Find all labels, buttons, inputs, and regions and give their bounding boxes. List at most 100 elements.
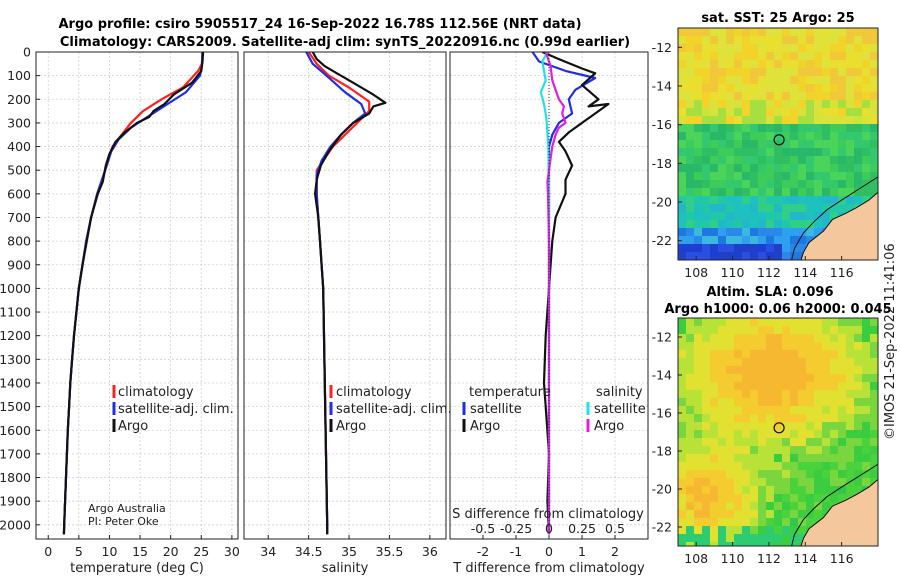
map-cell — [774, 430, 783, 439]
map-cell — [814, 68, 823, 77]
map-cell — [742, 60, 751, 69]
map-cell — [702, 318, 711, 327]
map-cell — [702, 494, 711, 503]
series-group — [305, 52, 387, 535]
map-cell — [686, 486, 695, 495]
map-cell — [766, 406, 775, 415]
map-cell — [806, 28, 815, 37]
map-cell — [854, 366, 863, 375]
map-cell — [750, 430, 759, 439]
map-cell — [854, 430, 863, 439]
map-cell — [790, 52, 799, 61]
map-cell — [870, 68, 878, 77]
map-cell — [750, 204, 759, 213]
map-cell — [686, 124, 695, 133]
sla-map-title: Altim. SLA: 0.096 — [707, 285, 834, 300]
map-cell — [806, 44, 815, 53]
map-cell — [710, 252, 719, 260]
map-cell — [710, 44, 719, 53]
map-cell — [702, 220, 711, 229]
map-cell — [854, 342, 863, 351]
map-cell — [822, 390, 831, 399]
map-cell — [814, 108, 823, 117]
map-cell — [790, 510, 799, 519]
map-cell — [822, 454, 831, 463]
map-cell — [694, 220, 703, 229]
map-cell — [710, 478, 719, 487]
map-cell — [718, 44, 727, 53]
map-cell — [830, 76, 839, 85]
map-cell — [758, 244, 767, 253]
map-cell — [798, 430, 807, 439]
map-cell — [742, 510, 751, 519]
map-cell — [798, 180, 807, 189]
map-cell — [798, 124, 807, 133]
map-cell — [678, 252, 687, 260]
map-cell — [702, 36, 711, 45]
salinity-legend: climatology satellite-adj. clim. Argo — [329, 385, 452, 434]
map-cell — [854, 60, 863, 69]
map-cell — [862, 374, 871, 383]
map-cell — [830, 374, 839, 383]
map-cell — [678, 84, 687, 93]
map-cell — [734, 100, 743, 109]
map-cell — [854, 68, 863, 77]
map-cell — [806, 438, 815, 447]
map-cell — [782, 148, 791, 157]
map-cell — [734, 526, 743, 535]
map-cell — [766, 398, 775, 407]
map-cell — [758, 406, 767, 415]
map-cell — [742, 502, 751, 511]
map-cell — [694, 454, 703, 463]
map-cell — [790, 526, 799, 535]
map-cell — [862, 60, 871, 69]
map-cell — [734, 156, 743, 165]
map-cell — [838, 318, 847, 327]
map-cell — [734, 326, 743, 335]
map-cell — [678, 422, 687, 431]
map-cell — [854, 422, 863, 431]
map-cell — [742, 366, 751, 375]
map-cell — [678, 470, 687, 479]
map-cell — [694, 406, 703, 415]
map-cell — [774, 60, 783, 69]
map-cell — [718, 430, 727, 439]
map-cell — [678, 180, 687, 189]
map-cell — [798, 406, 807, 415]
map-cell — [846, 28, 855, 37]
map-cell — [814, 220, 823, 229]
map-cell — [782, 446, 791, 455]
map-cell — [734, 92, 743, 101]
map-cell — [678, 382, 687, 391]
map-cell — [782, 196, 791, 205]
map-cell — [870, 454, 878, 463]
map-cell — [790, 100, 799, 109]
map-cell — [774, 52, 783, 61]
map-cell — [702, 438, 711, 447]
map-cell — [710, 36, 719, 45]
map-cell — [838, 148, 847, 157]
map-cell — [798, 196, 807, 205]
map-cell — [742, 252, 751, 260]
map-cell — [870, 446, 878, 455]
map-cell — [694, 526, 703, 535]
map-cell — [758, 92, 767, 101]
map-cell — [702, 28, 711, 37]
difference-legend: temperature satellite Argo salinity sate… — [462, 385, 646, 434]
map-cell — [798, 358, 807, 367]
y-tick-label: -14 — [652, 79, 672, 94]
map-cell — [838, 446, 847, 455]
map-cell — [734, 244, 743, 253]
map-cell — [686, 318, 695, 327]
map-cell — [758, 44, 767, 53]
map-cell — [854, 84, 863, 93]
map-cell — [830, 100, 839, 109]
map-cell — [742, 204, 751, 213]
map-cell — [782, 342, 791, 351]
map-cell — [726, 172, 735, 181]
map-cell — [718, 318, 727, 327]
map-cell — [814, 164, 823, 173]
map-cell — [854, 52, 863, 61]
map-cell — [742, 358, 751, 367]
map-cell — [702, 204, 711, 213]
